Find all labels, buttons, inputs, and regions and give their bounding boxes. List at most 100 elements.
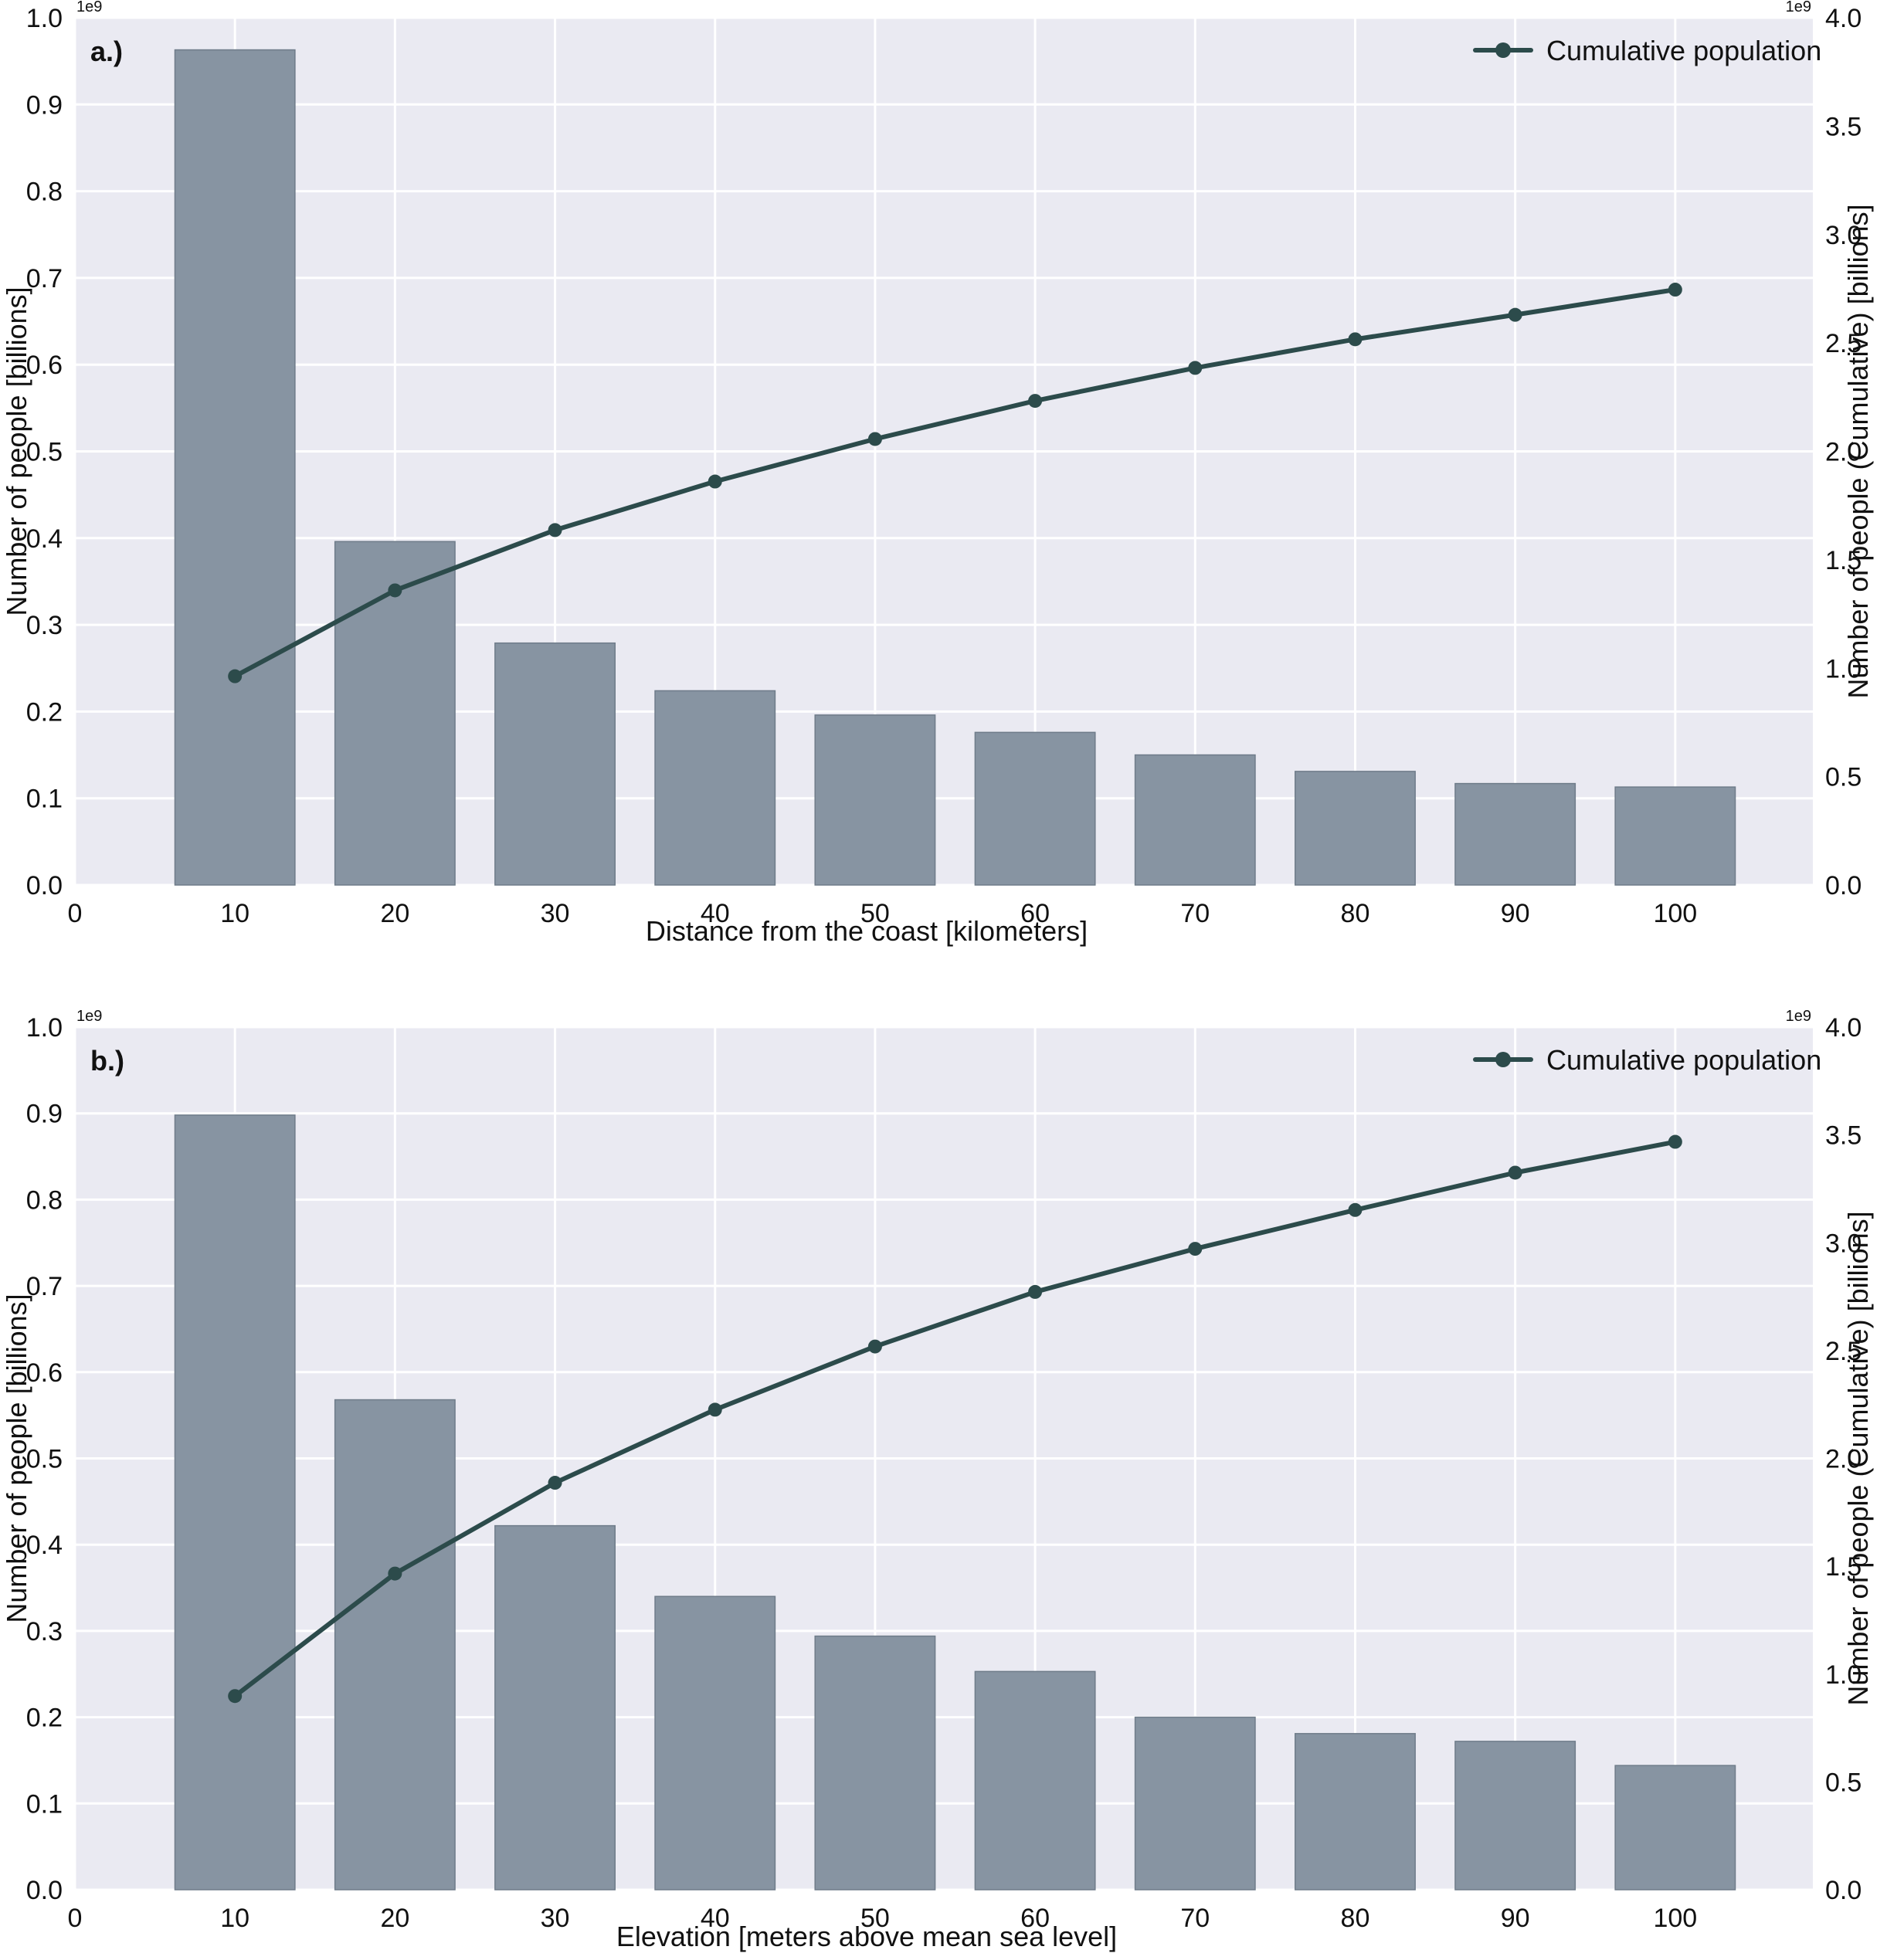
x-tick-label: 50: [860, 1904, 890, 1933]
right-y-offset-text: 1e9: [1786, 1008, 1811, 1025]
line-marker: [1348, 1202, 1363, 1217]
bar: [814, 1635, 936, 1890]
bar: [814, 714, 936, 886]
x-tick-label: 20: [380, 1904, 409, 1933]
bar: [1614, 786, 1736, 886]
bar: [494, 1524, 616, 1890]
legend: Cumulative population: [1473, 35, 1821, 66]
bar: [174, 1114, 296, 1890]
x-tick-label: 30: [541, 1904, 570, 1933]
right-y-tick-label: 4.0: [1825, 4, 1862, 33]
x-tick-label: 70: [1180, 899, 1210, 928]
y-tick-label: 0.4: [26, 1531, 63, 1560]
right-y-tick-label: 1.5: [1825, 546, 1862, 575]
bar: [1454, 1741, 1576, 1890]
x-tick-label: 40: [701, 899, 730, 928]
y-tick-label: 0.5: [26, 1445, 63, 1474]
right-y-tick-label: 2.5: [1825, 1337, 1862, 1366]
line-marker: [708, 474, 722, 489]
bar: [654, 690, 776, 886]
y-tick-label: 0.3: [26, 1617, 63, 1646]
bar-series: [174, 1114, 1736, 1890]
gridlines: [73, 16, 1813, 887]
y-tick-label: 0.5: [26, 438, 63, 467]
line-marker: [1508, 307, 1522, 322]
x-tick-label: 60: [1020, 1904, 1050, 1933]
bar: [654, 1595, 776, 1890]
x-tick-label: 30: [541, 899, 570, 928]
line-marker: [548, 1476, 562, 1490]
y-axis-label: Number of people [billions]: [1, 287, 32, 615]
line-marker: [388, 1566, 402, 1581]
y-tick-label: 0.9: [26, 1100, 63, 1129]
x-tick-label: 90: [1501, 899, 1530, 928]
chart-panel-a: 0.0 0.1 0.2 0.3 0.4 0.5 0.6 0.7 0.8 0.9 1.0 1e9 Numb…: [1, 0, 1874, 947]
legend-label: Cumulative population: [1546, 35, 1821, 66]
x-tick-label: 100: [1653, 1904, 1697, 1933]
line-marker: [708, 1402, 722, 1417]
y-tick-label: 1.0: [26, 1013, 63, 1043]
chart-panel-b: 0.0 0.1 0.2 0.3 0.4 0.5 0.6 0.7 0.8 0.9 1.0 1e9 Numb…: [1, 1008, 1874, 1952]
right-y-tick-label: 3.0: [1825, 221, 1862, 250]
left-y-axis: 0.0 0.1 0.2 0.3 0.4 0.5 0.6 0.7 0.8 0.9 1.0 1e9 Numb…: [1, 1008, 102, 1905]
bar: [1614, 1765, 1736, 1890]
x-tick-label: 50: [860, 899, 890, 928]
line-marker: [1188, 1242, 1203, 1256]
bar: [1134, 754, 1256, 886]
x-axis-label: Distance from the coast [kilometers]: [646, 915, 1088, 947]
legend-marker-icon: [1495, 42, 1511, 58]
right-y-tick-label: 1.0: [1825, 1660, 1862, 1690]
y-tick-label: 0.1: [26, 785, 63, 814]
bar: [334, 541, 456, 886]
x-tick-label: 0: [68, 1904, 83, 1933]
right-y-tick-label: 3.5: [1825, 112, 1862, 141]
y-tick-label: 0.9: [26, 90, 63, 120]
bar: [974, 1670, 1096, 1890]
x-tick-label: 80: [1341, 1904, 1370, 1933]
right-y-axis: 0.0 0.5 1.0 1.5 2.0 2.5 3.0 3.5 4.0 1e9 Number of …: [1786, 0, 1874, 900]
right-y-tick-label: 2.0: [1825, 438, 1862, 467]
right-y-tick-label: 1.5: [1825, 1552, 1862, 1582]
y-tick-label: 0.0: [26, 1876, 63, 1905]
bar: [1295, 771, 1416, 886]
cumulative-line: [233, 287, 1676, 679]
panel-label: b.): [90, 1045, 124, 1077]
y-tick-label: 0.0: [26, 871, 63, 900]
right-y-tick-label: 3.5: [1825, 1121, 1862, 1151]
y-tick-label: 0.7: [26, 1272, 63, 1301]
y-offset-text: 1e9: [76, 0, 102, 15]
line-marker: [548, 523, 562, 537]
right-y-tick-label: 4.0: [1825, 1013, 1862, 1043]
x-tick-label: 40: [701, 1904, 730, 1933]
x-axis-label: Elevation [meters above mean sea level]: [616, 1921, 1117, 1952]
line-marker: [1668, 1134, 1682, 1149]
bar-series: [174, 49, 1736, 886]
bar: [1134, 1716, 1256, 1890]
bar: [174, 49, 296, 886]
bar: [1295, 1733, 1416, 1890]
legend: Cumulative population: [1473, 1044, 1821, 1076]
bar: [1454, 782, 1576, 886]
x-tick-label: 0: [68, 899, 83, 928]
cumulative-line-series: [228, 1134, 1682, 1704]
x-tick-label: 100: [1653, 899, 1697, 928]
right-y-tick-label: 1.0: [1825, 654, 1862, 683]
y-axis-label: Number of people [billions]: [1, 1294, 32, 1623]
right-y-offset-text: 1e9: [1786, 0, 1811, 15]
line-marker: [388, 583, 402, 598]
x-tick-label: 10: [220, 899, 249, 928]
line-marker: [1188, 361, 1203, 375]
line-marker: [1028, 1284, 1043, 1299]
x-tick-label: 10: [220, 1904, 249, 1933]
legend-label: Cumulative population: [1546, 1044, 1821, 1076]
line-marker: [867, 432, 882, 446]
bar: [974, 731, 1096, 886]
x-tick-label: 80: [1341, 899, 1370, 928]
x-axis: 0 10 20 30 40 50 60 70 80 90 100 Distance from the …: [68, 899, 1698, 947]
y-tick-label: 1.0: [26, 4, 63, 33]
right-y-axis-label: Number of people (Cumulative) [billions]: [1842, 1211, 1874, 1705]
line-marker: [1028, 394, 1043, 409]
line-marker: [867, 1339, 882, 1354]
